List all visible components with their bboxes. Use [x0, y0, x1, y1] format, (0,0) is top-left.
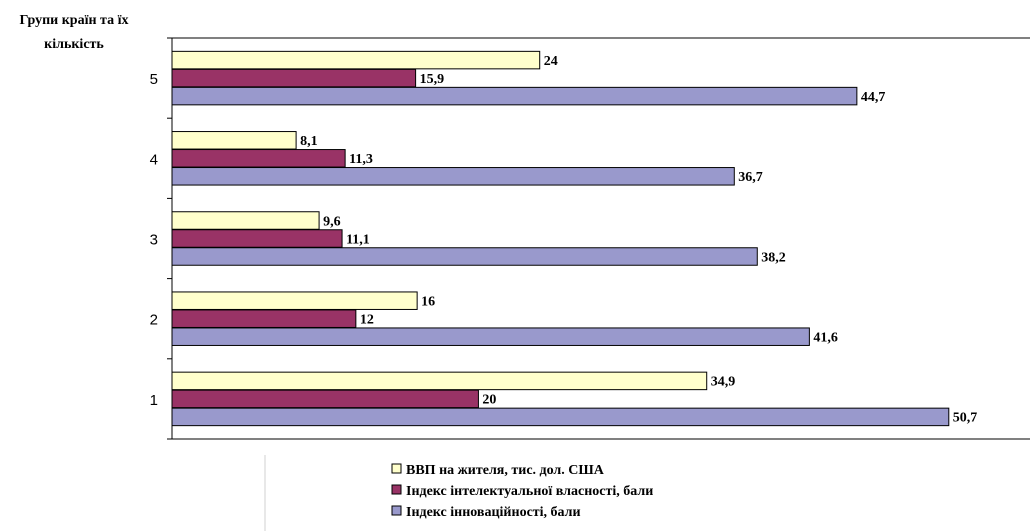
legend-label: ВВП на жителя, тис. дол. США [406, 463, 605, 478]
bar [171, 407, 950, 427]
data-label: 38,2 [761, 250, 786, 265]
legend-label: Індекс інтелектуальної власності, бали [406, 484, 653, 499]
bar [171, 327, 810, 346]
bar [171, 50, 541, 70]
y-tick-label: 1 [150, 392, 158, 409]
y-tick-label: 2 [150, 312, 158, 329]
y-tick-label: 4 [150, 151, 158, 168]
bar [171, 229, 343, 248]
bar [171, 247, 758, 266]
data-label: 41,6 [813, 330, 838, 345]
bar [171, 371, 708, 391]
legend: ВВП на жителя, тис. дол. США Індекс інтел… [391, 463, 653, 520]
legend-swatch [391, 484, 402, 495]
legend-swatch [391, 463, 402, 474]
bar [171, 167, 735, 186]
bar [171, 291, 418, 310]
data-label: 8,1 [300, 134, 318, 149]
data-label: 12 [360, 312, 374, 327]
data-label: 36,7 [738, 170, 763, 185]
bar [171, 68, 417, 88]
bar [171, 211, 320, 230]
bar [171, 131, 297, 150]
data-label: 9,6 [323, 214, 341, 229]
bar [171, 149, 346, 168]
bar [171, 309, 357, 328]
data-label: 15,9 [420, 72, 445, 87]
plot-area: 52415,944,748,111,336,739,611,138,221612… [150, 37, 978, 440]
y-axis-title-line-2: кількість [44, 37, 104, 52]
data-label: 50,7 [953, 411, 978, 426]
data-label: 11,1 [346, 232, 370, 247]
data-label: 20 [482, 393, 496, 408]
data-label: 44,7 [861, 90, 886, 105]
data-label: 24 [544, 54, 558, 69]
data-label: 11,3 [349, 152, 373, 167]
y-tick-label: 3 [150, 232, 158, 249]
bar [171, 86, 858, 106]
y-tick-label: 5 [150, 71, 158, 88]
data-label: 34,9 [711, 375, 736, 390]
data-label: 16 [421, 294, 435, 309]
bar [171, 389, 479, 409]
y-axis-title-line-1: Групи країн та їх [19, 13, 128, 28]
legend-swatch [391, 505, 402, 516]
legend-label: Індекс інноваційності, бали [406, 505, 581, 520]
